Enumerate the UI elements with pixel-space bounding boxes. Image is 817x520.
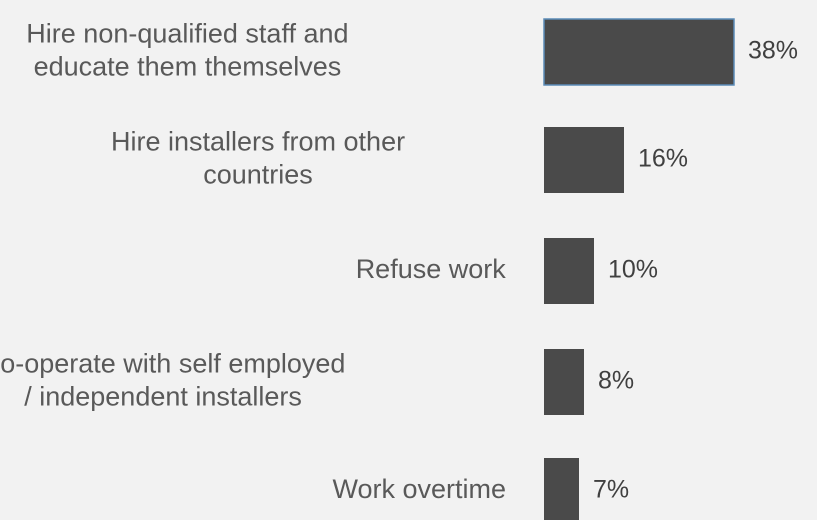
category-label-line: Hire installers from other <box>111 127 405 157</box>
bar-3 <box>544 349 584 415</box>
value-label-4: 7% <box>593 476 629 504</box>
bar-2 <box>544 238 594 304</box>
category-label-line: Refuse work <box>356 254 507 284</box>
category-label-line: Hire non-qualified staff and <box>26 19 348 49</box>
bar-0 <box>543 18 735 86</box>
category-label-line: Co-operate with self employed <box>0 349 345 379</box>
value-label-1: 16% <box>638 145 688 173</box>
bar-4 <box>544 458 579 520</box>
category-label-line: countries <box>203 160 313 190</box>
category-label-0: Hire non-qualified staff and educate them… <box>26 19 348 82</box>
category-label-line: educate them themselves <box>34 52 342 82</box>
category-label-line: / independent installers <box>24 382 302 412</box>
value-label-3: 8% <box>598 367 634 395</box>
category-label-3: Co-operate with self employed / independe… <box>0 349 345 412</box>
bar-1 <box>544 127 624 193</box>
category-label-line: Work overtime <box>332 474 506 504</box>
category-label-1: Hire installers from other countries <box>111 127 405 190</box>
value-label-0: 38% <box>748 37 798 65</box>
category-label-2: Refuse work <box>356 254 507 284</box>
category-label-4: Work overtime <box>332 474 506 504</box>
value-label-2: 10% <box>608 256 658 284</box>
